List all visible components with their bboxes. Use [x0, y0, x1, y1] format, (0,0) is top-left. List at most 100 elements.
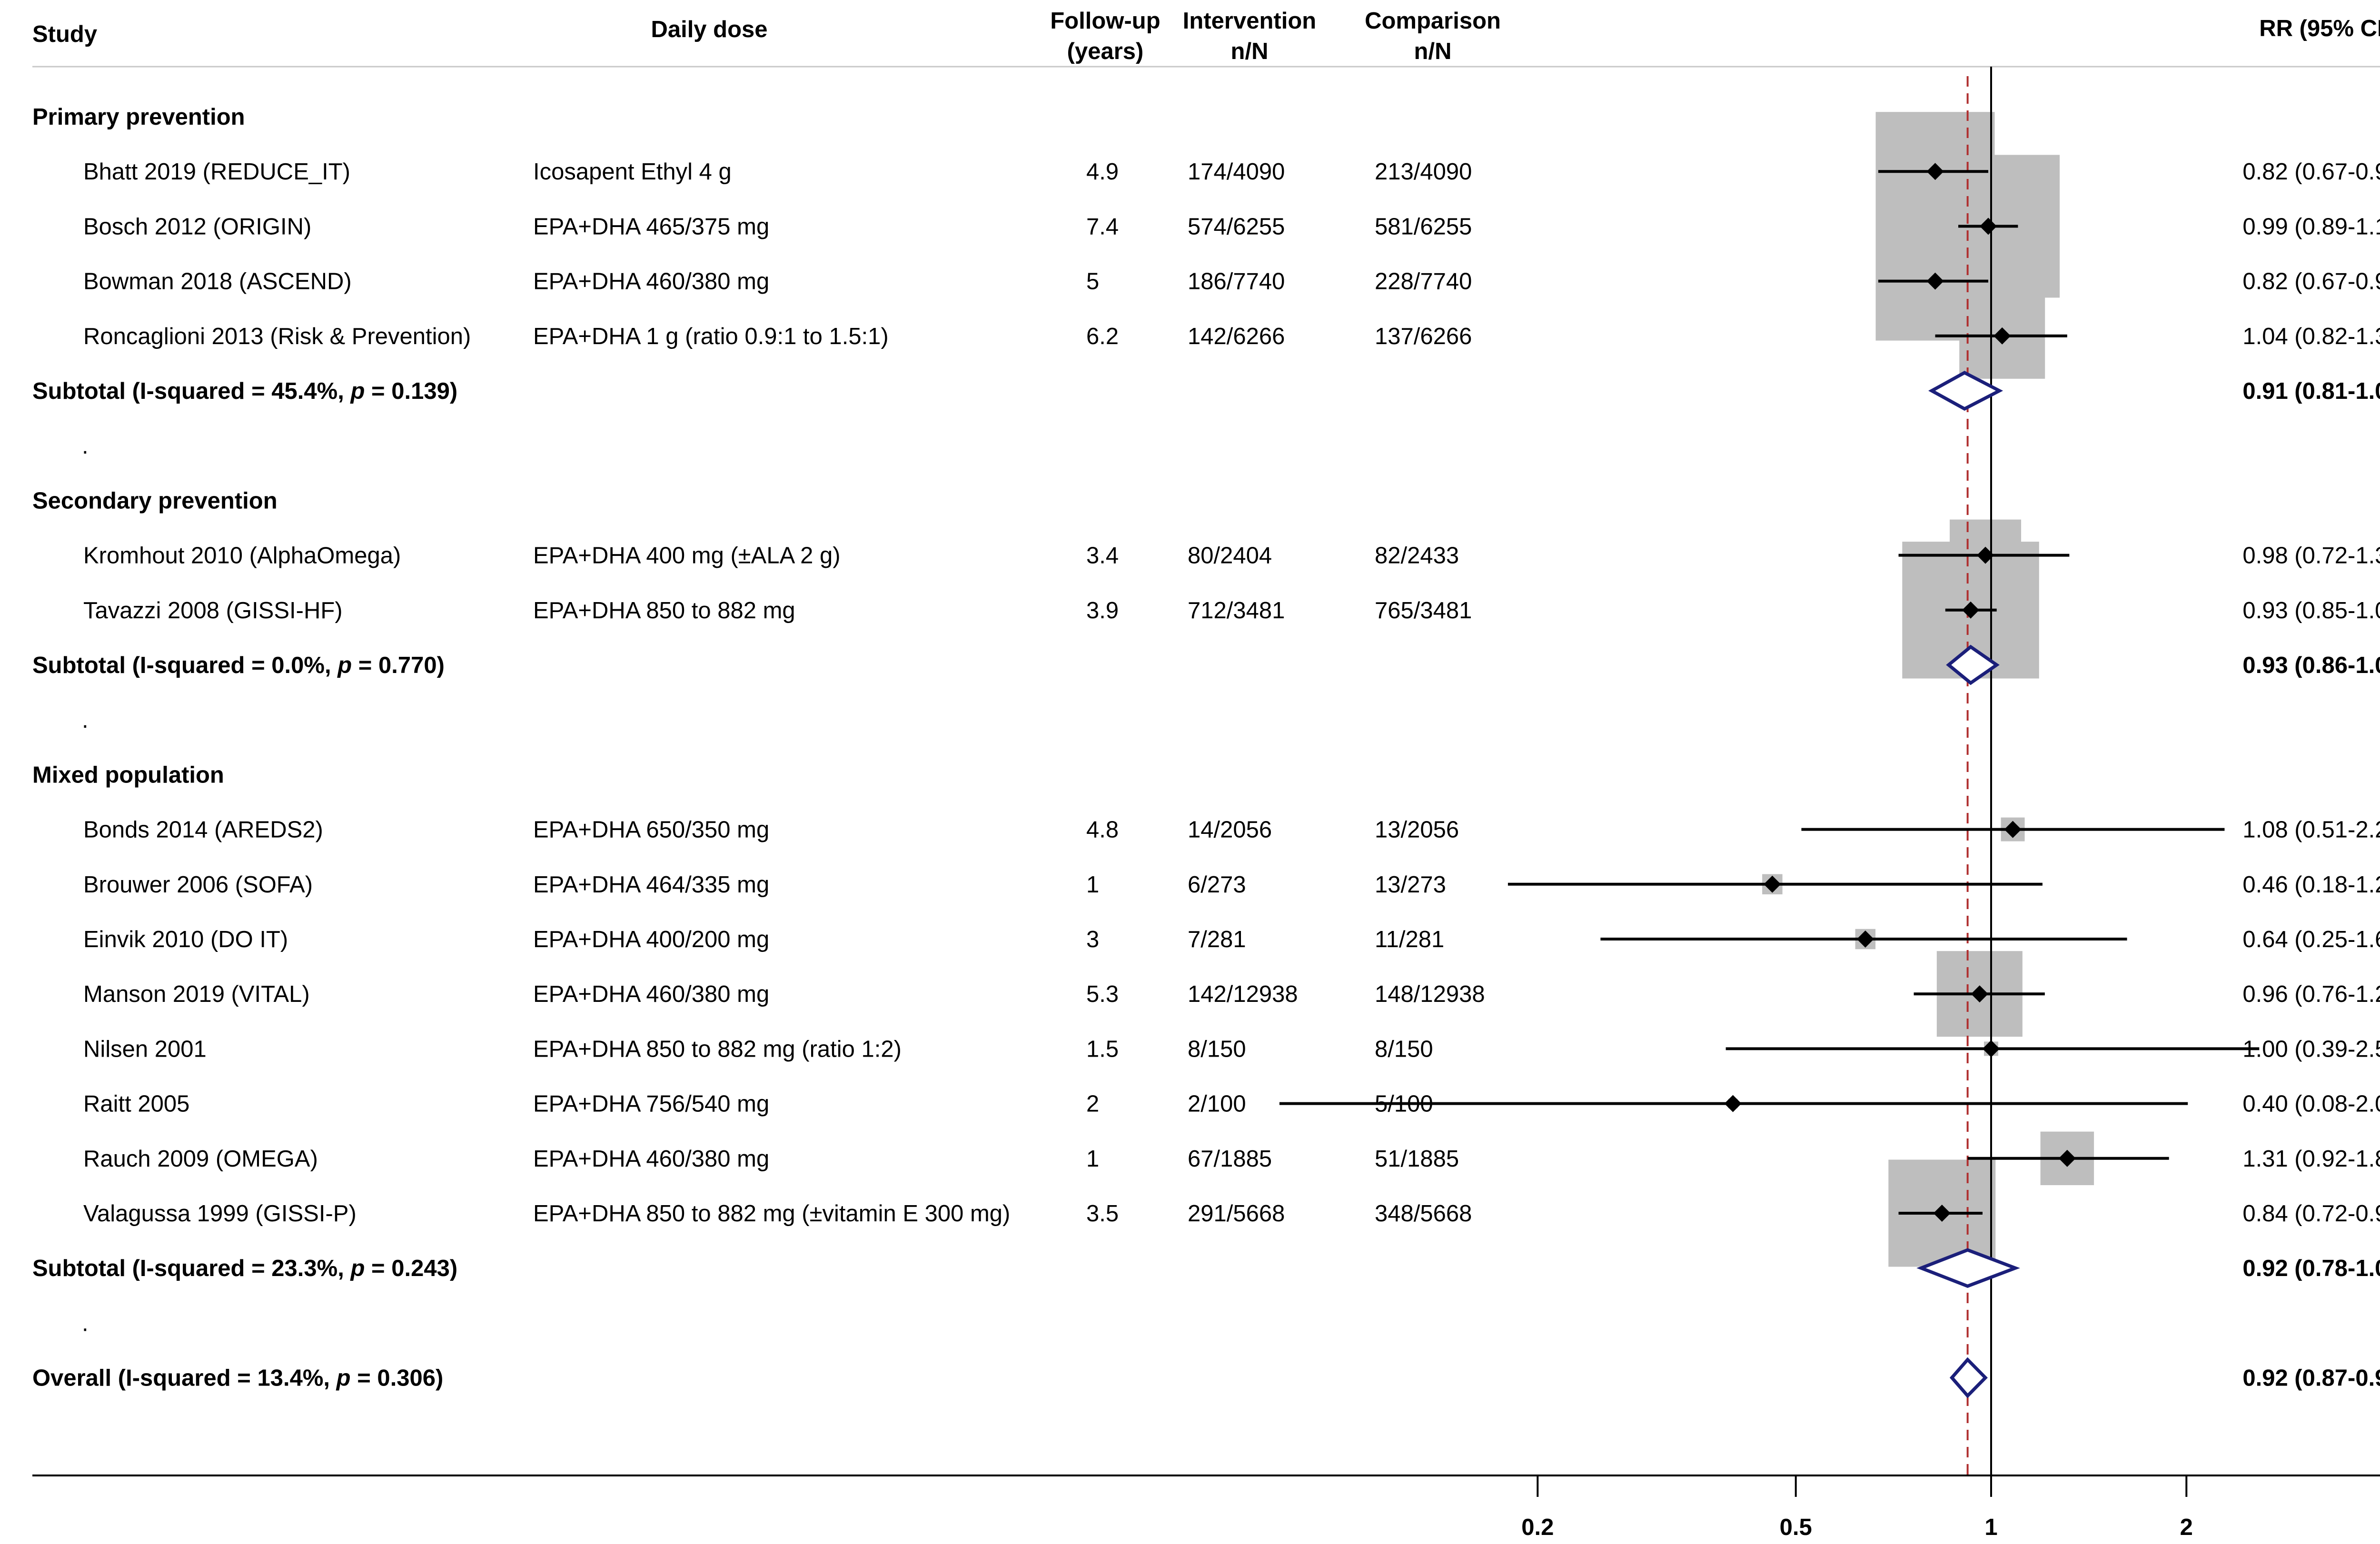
subtotal-rr-ci-text: 0.93 (0.86-1.02) — [2242, 653, 2380, 678]
group-label: Mixed population — [32, 762, 224, 788]
header-comparison-line2: n/N — [1414, 39, 1452, 64]
follow-up-years: 3.4 — [1086, 543, 1119, 569]
spacer-dot: . — [82, 1310, 89, 1336]
point-estimate — [1933, 1205, 1951, 1222]
rr-ci-text: 0.64 (0.25-1.62) — [2242, 927, 2380, 952]
subtotal-rr-ci-text: 0.91 (0.81-1.03) — [2242, 378, 2380, 404]
rr-ci-text: 0.82 (0.67-0.99) — [2242, 269, 2380, 295]
spacer-dot: . — [82, 707, 89, 733]
study-name: Brouwer 2006 (SOFA) — [83, 872, 313, 898]
subtotal-diamond — [1916, 1248, 2020, 1288]
daily-dose: EPA+DHA 1 g (ratio 0.9:1 to 1.5:1) — [533, 324, 889, 349]
daily-dose: EPA+DHA 756/540 mg — [533, 1091, 769, 1117]
header-dose: Daily dose — [651, 17, 767, 42]
comparison-count: 13/273 — [1375, 872, 1446, 898]
daily-dose: EPA+DHA 850 to 882 mg (±vitamin E 300 mg… — [533, 1201, 1010, 1227]
reference-lines — [1966, 67, 1992, 1475]
study-name: Raitt 2005 — [83, 1091, 189, 1117]
follow-up-years: 6.2 — [1086, 324, 1119, 349]
comparison-count: 13/2056 — [1375, 817, 1459, 843]
rr-ci-text: 0.96 (0.76-1.21) — [2242, 981, 2380, 1007]
study-name: Bowman 2018 (ASCEND) — [83, 269, 352, 295]
follow-up-years: 2 — [1086, 1091, 1099, 1117]
subtotal-diamond — [1946, 644, 2000, 685]
intervention-count: 174/4090 — [1188, 159, 1285, 185]
subtotal-rr-ci-text: 0.92 (0.78-1.09) — [2242, 1256, 2380, 1281]
comparison-count: 148/12938 — [1375, 981, 1485, 1007]
x-tick-label: 2 — [2180, 1514, 2193, 1540]
row-text: Primary prevention Bhatt 2019 (REDUCE_IT)… — [32, 104, 2380, 1391]
subtotal-diamond — [1928, 371, 2003, 411]
header-followup-line2: (years) — [1067, 39, 1144, 64]
overall-diamond — [1949, 1357, 1988, 1398]
spacer-dot: . — [82, 433, 89, 459]
daily-dose: EPA+DHA 460/380 mg — [533, 269, 769, 295]
intervention-count: 186/7740 — [1188, 269, 1285, 295]
follow-up-years: 3.5 — [1086, 1201, 1119, 1227]
comparison-count: 51/1885 — [1375, 1146, 1459, 1172]
header-study: Study — [32, 21, 97, 47]
follow-up-years: 5 — [1086, 269, 1099, 295]
comparison-count: 581/6255 — [1375, 214, 1472, 239]
rr-ci-text: 1.04 (0.82-1.31) — [2242, 324, 2380, 349]
daily-dose: EPA+DHA 850 to 882 mg — [533, 598, 795, 624]
intervention-count: 80/2404 — [1188, 543, 1272, 569]
rr-ci-text: 0.93 (0.85-1.02) — [2242, 598, 2380, 624]
header-intervention-line2: n/N — [1231, 39, 1269, 64]
column-headers: Study Daily dose Follow-up (years) Inter… — [32, 8, 2380, 64]
point-estimate — [1993, 327, 2011, 345]
group-label: Primary prevention — [32, 104, 245, 130]
study-name: Bosch 2012 (ORIGIN) — [83, 214, 311, 239]
daily-dose: EPA+DHA 460/380 mg — [533, 1146, 769, 1172]
comparison-count: 5/100 — [1375, 1091, 1433, 1117]
daily-dose: EPA+DHA 850 to 882 mg (ratio 1:2) — [533, 1036, 902, 1062]
comparison-count: 82/2433 — [1375, 543, 1459, 569]
rr-ci-text: 1.08 (0.51-2.29) — [2242, 817, 2380, 843]
header-comparison-line1: Comparison — [1365, 8, 1501, 34]
intervention-count: 6/273 — [1188, 872, 1246, 898]
point-estimate — [1724, 1095, 1742, 1112]
group-label: Secondary prevention — [32, 488, 278, 514]
point-estimate — [1980, 218, 1997, 235]
x-tick-label: 1 — [1984, 1514, 1997, 1540]
rr-ci-text: 1.31 (0.92-1.88) — [2242, 1146, 2380, 1172]
study-name: Manson 2019 (VITAL) — [83, 981, 310, 1007]
study-name: Nilsen 2001 — [83, 1036, 207, 1062]
comparison-count: 213/4090 — [1375, 159, 1472, 185]
daily-dose: EPA+DHA 464/335 mg — [533, 872, 769, 898]
overall-rr-ci-text: 0.92 (0.87-0.98) — [2242, 1366, 2380, 1391]
header-intervention-line1: Intervention — [1183, 8, 1316, 34]
point-estimate — [2004, 821, 2022, 838]
follow-up-years: 3 — [1086, 927, 1099, 952]
point-estimate — [1977, 546, 1994, 564]
subtotal-label: Subtotal (I-squared = 45.4%, p = 0.139) — [32, 378, 457, 404]
intervention-count: 14/2056 — [1188, 817, 1272, 843]
study-name: Rauch 2009 (OMEGA) — [83, 1146, 318, 1172]
study-name: Kromhout 2010 (AlphaOmega) — [83, 543, 401, 569]
intervention-count: 291/5668 — [1188, 1201, 1285, 1227]
rr-ci-text: 0.40 (0.08-2.01) — [2242, 1091, 2380, 1117]
weight-boxes — [1728, 112, 2094, 1267]
follow-up-years: 5.3 — [1086, 981, 1119, 1007]
study-name: Valagussa 1999 (GISSI-P) — [83, 1201, 357, 1227]
daily-dose: EPA+DHA 460/380 mg — [533, 981, 769, 1007]
daily-dose: EPA+DHA 400 mg (±ALA 2 g) — [533, 543, 841, 569]
rr-ci-text: 1.00 (0.39-2.59) — [2242, 1036, 2380, 1062]
rr-ci-text: 0.84 (0.72-0.97) — [2242, 1201, 2380, 1227]
follow-up-years: 1.5 — [1086, 1036, 1119, 1062]
intervention-count: 67/1885 — [1188, 1146, 1272, 1172]
header-rr: RR (95% CI) — [2259, 16, 2380, 41]
comparison-count: 228/7740 — [1375, 269, 1472, 295]
point-estimate — [1764, 875, 1781, 893]
x-tick-label: 0.2 — [1521, 1514, 1554, 1540]
intervention-count: 142/6266 — [1188, 324, 1285, 349]
daily-dose: EPA+DHA 465/375 mg — [533, 214, 769, 239]
follow-up-years: 7.4 — [1086, 214, 1119, 239]
x-axis: 0.20.5125 — [32, 1475, 2380, 1540]
study-name: Tavazzi 2008 (GISSI-HF) — [83, 598, 343, 624]
comparison-count: 11/281 — [1375, 927, 1444, 952]
rr-ci-text: 0.98 (0.72-1.32) — [2242, 543, 2380, 569]
subtotal-label: Subtotal (I-squared = 23.3%, p = 0.243) — [32, 1256, 457, 1281]
comparison-count: 765/3481 — [1375, 598, 1472, 624]
